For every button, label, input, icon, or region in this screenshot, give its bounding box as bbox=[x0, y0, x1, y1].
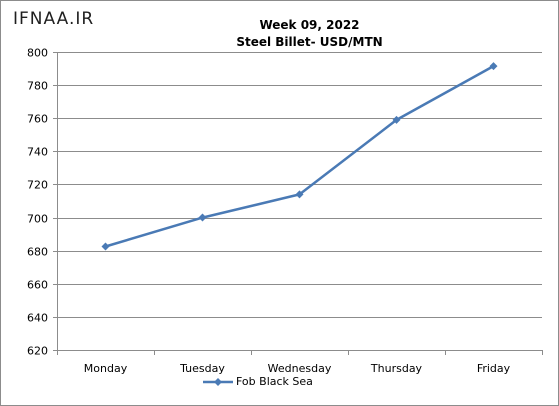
y-tick-label: 640 bbox=[27, 312, 48, 325]
y-tick-label: 800 bbox=[27, 47, 48, 60]
x-tick-label: Friday bbox=[477, 362, 511, 375]
legend-label: Fob Black Sea bbox=[236, 375, 313, 388]
data-point bbox=[198, 213, 207, 222]
logo: IFNAA.IR bbox=[13, 9, 95, 29]
x-tick-label: Wednesday bbox=[268, 362, 332, 375]
y-tick-label: 740 bbox=[27, 146, 48, 159]
legend-marker-icon bbox=[203, 377, 233, 386]
y-tick-label: 700 bbox=[27, 213, 48, 226]
y-tick-label: 660 bbox=[27, 279, 48, 292]
y-tick-label: 620 bbox=[27, 345, 48, 358]
data-point bbox=[392, 115, 401, 124]
y-tick-label: 780 bbox=[27, 80, 48, 93]
legend: Fob Black Sea bbox=[203, 375, 313, 388]
data-point bbox=[295, 190, 304, 199]
x-tick-label: Tuesday bbox=[179, 362, 225, 375]
chart-title: Week 09, 2022 Steel Billet- USD/MTN bbox=[1, 17, 558, 51]
series-line bbox=[105, 65, 495, 248]
y-tick-label: 760 bbox=[27, 113, 48, 126]
data-point bbox=[101, 242, 110, 251]
x-tick-label: Monday bbox=[84, 362, 128, 375]
y-tick-label: 720 bbox=[27, 179, 48, 192]
y-tick-label: 680 bbox=[27, 246, 48, 259]
chart-title-line2: Steel Billet- USD/MTN bbox=[236, 35, 383, 49]
x-tick-label: Thursday bbox=[370, 362, 423, 375]
chart-title-line1: Week 09, 2022 bbox=[259, 18, 360, 32]
